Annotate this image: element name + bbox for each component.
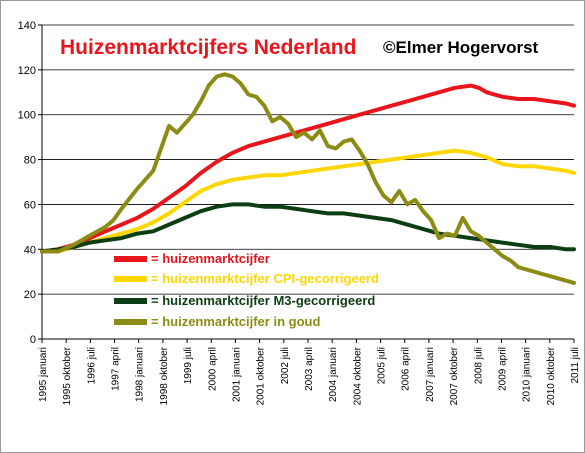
x-tick-label: 2010 oktober: [546, 346, 557, 405]
legend: = huizenmarktcijfer = huizenmarktcijfer C…: [114, 251, 379, 329]
series-line-1: [40, 83, 576, 254]
legend-swatch: [114, 319, 147, 325]
x-tick-label: 2009 april: [497, 347, 508, 391]
y-tick-label: 140: [18, 20, 36, 32]
chart-title: Huizenmarktcijfers Nederland: [60, 36, 356, 59]
x-tick-label: 1998 januari: [135, 347, 146, 402]
series-lines: [40, 72, 576, 285]
x-axis: 1995 januari 1995 oktober 1996 juli 1997 ap…: [38, 338, 581, 405]
x-tick-label: 2001 januari: [231, 347, 242, 402]
legend-swatch: [114, 256, 147, 262]
y-tick-label: 100: [18, 110, 36, 122]
legend-label: = huizenmarktcijfer in goud: [151, 314, 320, 329]
x-tick-label: 2005 juli: [377, 347, 388, 384]
x-tick-label: 1995 oktober: [62, 346, 73, 405]
x-tick-label: 2001 oktober: [256, 346, 267, 405]
legend-swatch: [114, 298, 147, 304]
legend-label: = huizenmarktcijfer CPI-gecorrigeerd: [151, 271, 379, 286]
y-tick-label: 20: [24, 289, 36, 301]
legend-label: = huizenmarktcijfer M3-gecorrigeerd: [151, 293, 375, 308]
series-line-4: [40, 72, 576, 285]
series-line-3: [40, 202, 576, 254]
y-tick-label: 80: [24, 155, 36, 167]
y-tick-label: 120: [18, 65, 36, 77]
series-line-2: [40, 148, 576, 254]
gridlines: [42, 24, 574, 295]
chart-credit: ©Elmer Hogervorst: [383, 38, 539, 57]
x-tick-label: 1995 januari: [38, 347, 49, 402]
x-tick-label: 1997 april: [111, 347, 122, 391]
x-tick-label: 1999 juli: [183, 347, 194, 384]
legend-label: = huizenmarktcijfer: [151, 251, 270, 266]
x-tick-label: 2002 juli: [280, 347, 291, 384]
x-tick-label: 2008 juli: [473, 347, 484, 384]
y-tick-label: 0: [30, 334, 36, 346]
y-tick-label: 60: [24, 199, 36, 211]
x-tick-label: 2004 oktober: [352, 346, 363, 405]
x-tick-label: 2003 april: [304, 347, 315, 391]
x-tick-label: 2010 januari: [522, 347, 533, 402]
x-tick-label: 2007 januari: [425, 347, 436, 402]
y-tick-label: 40: [24, 244, 36, 256]
legend-swatch: [114, 276, 147, 282]
y-axis: 0 20 40 60 80 100 120 140: [18, 20, 43, 346]
x-tick-label: 1996 juli: [86, 347, 97, 384]
x-tick-label: 2007 oktober: [449, 346, 460, 405]
x-tick-label: 2011 juli: [570, 347, 581, 384]
x-tick-label: 2000 april: [207, 347, 218, 391]
x-tick-label: 2004 januari: [328, 347, 339, 402]
x-tick-label: 2006 april: [401, 347, 412, 391]
x-tick-label: 1998 oktober: [159, 346, 170, 405]
